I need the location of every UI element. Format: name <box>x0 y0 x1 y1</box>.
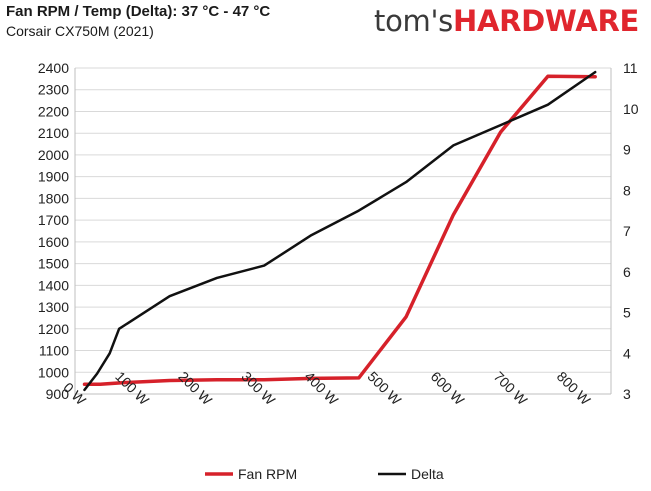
brand-logo-part1: tom's <box>374 4 453 38</box>
x-tick-100: 100 W <box>112 368 152 408</box>
y-right-tick-7: 7 <box>623 223 631 239</box>
series-line-fan-rpm <box>82 74 597 386</box>
x-tick-600: 600 W <box>428 368 468 408</box>
y-left-tick-2400: 2400 <box>38 60 69 76</box>
y-left-tick-1800: 1800 <box>38 190 69 206</box>
y-right-tick-3: 3 <box>623 386 631 402</box>
brand-logo-part2: HARDWARE <box>453 4 639 38</box>
chart-subtitle: Corsair CX750M (2021) <box>6 23 154 39</box>
tick-labels: 900 1000 1100 1200 1300 1400 1500 1600 1700 1800 1… <box>38 60 639 409</box>
gridlines <box>75 67 611 395</box>
legend: Fan RPM Delta <box>205 466 444 482</box>
y-right-tick-6: 6 <box>623 264 631 280</box>
brand-logo: tom'sHARDWARE <box>374 4 639 38</box>
y-left-tick-1500: 1500 <box>38 256 69 272</box>
y-left-tick-2300: 2300 <box>38 82 69 98</box>
axes <box>74 68 612 398</box>
y-right-tick-11: 11 <box>623 60 638 76</box>
y-left-tick-2100: 2100 <box>38 125 69 141</box>
y-left-tick-1000: 1000 <box>38 364 69 380</box>
y-right-tick-4: 4 <box>623 345 631 361</box>
y-left-tick-2000: 2000 <box>38 147 69 163</box>
series-line-delta <box>83 70 597 392</box>
y-left-tick-1900: 1900 <box>38 169 69 185</box>
y-right-tick-5: 5 <box>623 305 631 321</box>
legend-label-fan-rpm: Fan RPM <box>238 466 297 482</box>
chart-title: Fan RPM / Temp (Delta): 37 °C - 47 °C <box>6 3 271 20</box>
y-left-tick-1100: 1100 <box>39 343 69 359</box>
x-tick-300: 300 W <box>238 368 278 408</box>
y-right-tick-10: 10 <box>623 101 639 117</box>
y-right-tick-8: 8 <box>623 182 631 198</box>
x-tick-800: 800 W <box>554 368 594 408</box>
series-lines <box>82 70 597 392</box>
y-left-tick-1400: 1400 <box>38 277 69 293</box>
x-tick-200: 200 W <box>175 368 215 408</box>
y-left-tick-1300: 1300 <box>38 299 69 315</box>
x-tick-700: 700 W <box>491 368 531 408</box>
legend-label-delta: Delta <box>411 466 444 482</box>
y-right-tick-9: 9 <box>623 142 631 158</box>
y-left-tick-1700: 1700 <box>38 212 69 228</box>
y-left-tick-2200: 2200 <box>38 103 69 119</box>
x-tick-500: 500 W <box>365 368 405 408</box>
x-tick-400: 400 W <box>301 368 341 408</box>
y-left-tick-900: 900 <box>46 386 70 402</box>
y-left-tick-1200: 1200 <box>38 321 69 337</box>
y-left-tick-1600: 1600 <box>38 234 69 250</box>
